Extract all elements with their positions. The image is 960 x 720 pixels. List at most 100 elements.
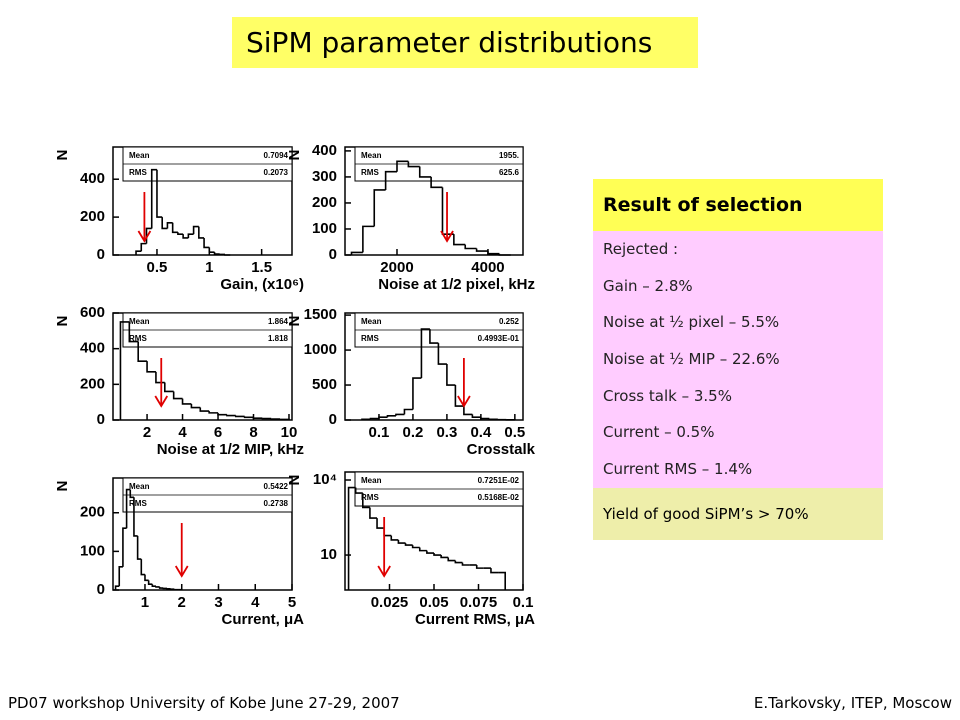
histogram-bin bbox=[350, 251, 363, 255]
histogram-bin bbox=[122, 527, 127, 567]
histogram-bin bbox=[147, 580, 153, 586]
histogram-bin bbox=[129, 489, 134, 499]
y-axis-label: N bbox=[285, 316, 302, 327]
x-tick-label: 8 bbox=[249, 424, 257, 441]
x-axis-label: Noise at 1/2 pixel, kHz bbox=[378, 276, 535, 293]
histogram-bin bbox=[471, 414, 481, 419]
stats-value: 0.252 bbox=[499, 317, 520, 326]
panel-row: Noise at ½ MIP – 22.6% bbox=[603, 350, 780, 369]
histogram-bin bbox=[144, 574, 149, 582]
histogram-bin bbox=[226, 414, 236, 417]
x-tick-label: 0.1 bbox=[513, 594, 534, 611]
stats-name: Mean bbox=[361, 476, 382, 485]
panel-row: Cross talk – 3.5% bbox=[603, 386, 732, 405]
x-tick-label: 2 bbox=[178, 594, 186, 611]
histogram-bin bbox=[208, 247, 215, 253]
panel-row: Rejected : bbox=[603, 240, 679, 258]
histogram-bin bbox=[420, 328, 430, 379]
histogram-bin bbox=[172, 391, 183, 400]
histogram-bin bbox=[114, 585, 120, 590]
histogram-bin bbox=[464, 244, 477, 250]
histogram-bin bbox=[498, 571, 506, 590]
cut-arrow-head bbox=[440, 230, 454, 243]
histogram-bin bbox=[475, 564, 484, 569]
histogram-bin bbox=[140, 559, 145, 576]
panel-row: Current – 0.5% bbox=[603, 423, 715, 442]
x-axis-label: Crosstalk bbox=[467, 441, 536, 458]
stats-value: 0.7251E-02 bbox=[478, 476, 520, 485]
y-tick-label: 0 bbox=[329, 246, 337, 263]
histogram-bin bbox=[369, 507, 378, 519]
histogram-bin bbox=[217, 412, 227, 416]
x-tick-label: 4 bbox=[178, 424, 187, 441]
footer-left: PD07 workshop University of Kobe June 27… bbox=[8, 694, 400, 712]
x-tick-label: 1.5 bbox=[251, 259, 272, 276]
stats-name: Mean bbox=[129, 317, 150, 326]
histogram-bin bbox=[376, 518, 385, 529]
y-axis-label: N bbox=[53, 316, 70, 327]
histogram-bin bbox=[252, 417, 263, 420]
histogram-bin bbox=[463, 406, 473, 416]
y-tick-label: 100 bbox=[80, 542, 105, 559]
selection-panel: Result of selection Rejected : Gain – 2.8… bbox=[593, 179, 883, 540]
x-tick-label: 0.3 bbox=[436, 424, 457, 441]
stats-name: Mean bbox=[129, 151, 150, 160]
histogram-bin bbox=[192, 225, 199, 235]
cut-arrow-head bbox=[137, 230, 152, 243]
histogram-bin bbox=[453, 234, 466, 246]
cut-arrow-head bbox=[154, 395, 169, 408]
panel-yield: Yield of good SiPM’s > 70% bbox=[593, 488, 883, 540]
x-tick-label: 4 bbox=[251, 594, 260, 611]
stats-name: Mean bbox=[361, 151, 382, 160]
y-axis-label: N bbox=[53, 150, 70, 161]
histogram-bin bbox=[146, 361, 156, 373]
stats-value: 0.7094 bbox=[264, 151, 289, 160]
histogram-bin bbox=[418, 166, 432, 178]
x-tick-label: 4000 bbox=[471, 259, 504, 276]
histogram-bin bbox=[430, 176, 443, 189]
stats-name: RMS bbox=[129, 334, 147, 343]
y-axis-label: N bbox=[285, 150, 302, 161]
x-tick-label: 0.5 bbox=[504, 424, 525, 441]
histogram-bin bbox=[369, 417, 379, 420]
histogram-bin bbox=[199, 407, 210, 412]
x-tick-label: 0.075 bbox=[460, 594, 498, 611]
histogram-bin bbox=[411, 545, 420, 549]
panel-row: Current RMS – 1.4% bbox=[603, 460, 753, 479]
histogram-bin bbox=[362, 493, 370, 509]
stats-value: 625.6 bbox=[499, 168, 520, 177]
y-tick-label: 200 bbox=[80, 375, 105, 392]
y-tick-label: 10 bbox=[320, 546, 337, 563]
slide-title: SiPM parameter distributions bbox=[232, 17, 698, 68]
y-tick-label: 200 bbox=[80, 208, 105, 225]
y-axis-label: N bbox=[285, 475, 302, 486]
histogram-bin bbox=[390, 535, 399, 541]
histogram-bin bbox=[234, 415, 245, 418]
histogram-bin bbox=[155, 586, 160, 588]
panel-row: Noise at ½ pixel – 5.5% bbox=[603, 313, 780, 332]
histogram-bin bbox=[440, 555, 449, 559]
histogram-bin bbox=[386, 415, 396, 418]
histogram-bin bbox=[488, 418, 498, 421]
stats-name: RMS bbox=[361, 168, 379, 177]
histogram-bin bbox=[119, 321, 130, 420]
histogram-bin bbox=[150, 168, 157, 229]
histogram-bin bbox=[480, 417, 490, 420]
histogram-bin bbox=[403, 408, 413, 415]
x-tick-label: 2000 bbox=[380, 259, 413, 276]
y-axis-label: N bbox=[53, 481, 70, 492]
histogram-bin bbox=[190, 403, 201, 409]
x-axis-label: Current, μA bbox=[221, 611, 304, 628]
histogram-bin bbox=[487, 251, 500, 255]
x-tick-label: 2 bbox=[143, 424, 151, 441]
histogram-bin bbox=[161, 217, 168, 230]
stats-name: Mean bbox=[129, 482, 150, 491]
histogram-bin bbox=[446, 364, 456, 386]
y-tick-label: 0 bbox=[97, 411, 105, 428]
histogram-bin bbox=[490, 568, 499, 574]
y-tick-label: 0 bbox=[97, 581, 105, 598]
panel-heading: Result of selection bbox=[593, 179, 883, 231]
x-tick-label: 3 bbox=[214, 594, 222, 611]
x-tick-label: 1 bbox=[205, 259, 213, 276]
